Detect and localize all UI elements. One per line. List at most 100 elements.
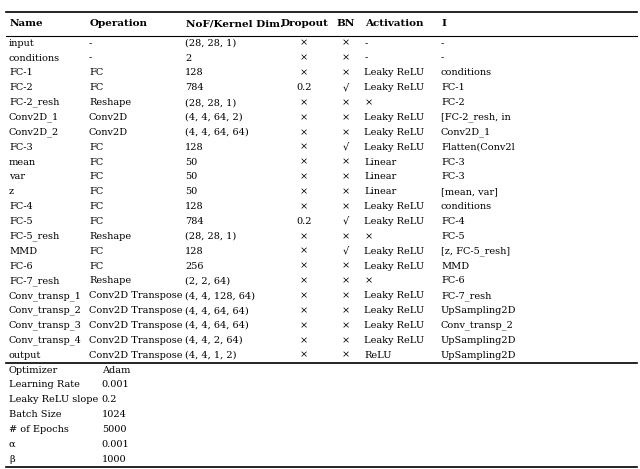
- Text: Activation: Activation: [365, 19, 423, 28]
- Text: 784: 784: [185, 217, 204, 226]
- Text: MMD: MMD: [9, 247, 37, 256]
- Text: ×: ×: [300, 38, 308, 48]
- Text: ×: ×: [342, 351, 349, 360]
- Text: Conv2D_1: Conv2D_1: [9, 113, 60, 122]
- Text: 0.2: 0.2: [102, 395, 117, 404]
- Text: Learning Rate: Learning Rate: [9, 380, 80, 389]
- Text: ×: ×: [300, 202, 308, 211]
- Text: ×: ×: [364, 232, 372, 241]
- Text: (4, 4, 1, 2): (4, 4, 1, 2): [185, 351, 236, 360]
- Text: ×: ×: [300, 276, 308, 286]
- Text: [mean, var]: [mean, var]: [441, 187, 498, 196]
- Text: ×: ×: [300, 187, 308, 196]
- Text: ×: ×: [300, 128, 308, 137]
- Text: ×: ×: [342, 128, 349, 137]
- Text: ×: ×: [300, 232, 308, 241]
- Text: ×: ×: [342, 262, 349, 271]
- Text: 1024: 1024: [102, 410, 127, 419]
- Text: FC: FC: [89, 173, 103, 182]
- Text: 50: 50: [185, 187, 197, 196]
- Text: √: √: [342, 217, 349, 226]
- Text: α: α: [9, 440, 15, 449]
- Text: -: -: [364, 38, 367, 48]
- Text: ×: ×: [300, 336, 308, 345]
- Text: 50: 50: [185, 158, 197, 166]
- Text: 128: 128: [185, 68, 204, 77]
- Text: Conv2D_1: Conv2D_1: [441, 128, 492, 137]
- Text: Linear: Linear: [364, 187, 396, 196]
- Text: FC: FC: [89, 68, 103, 77]
- Text: ×: ×: [300, 291, 308, 300]
- Text: ×: ×: [342, 53, 349, 62]
- Text: -: -: [441, 38, 444, 48]
- Text: ×: ×: [300, 173, 308, 182]
- Text: Reshape: Reshape: [89, 232, 131, 241]
- Text: FC-2: FC-2: [9, 83, 33, 92]
- Text: ×: ×: [300, 113, 308, 122]
- Text: (4, 4, 64, 64): (4, 4, 64, 64): [185, 128, 249, 137]
- Text: [z, FC-5_resh]: [z, FC-5_resh]: [441, 246, 510, 256]
- Text: I: I: [442, 19, 447, 28]
- Text: 0.2: 0.2: [296, 83, 312, 92]
- Text: FC: FC: [89, 247, 103, 256]
- Text: √: √: [342, 143, 349, 151]
- Text: input: input: [9, 38, 35, 48]
- Text: Adam: Adam: [102, 365, 130, 375]
- Text: Leaky ReLU: Leaky ReLU: [364, 306, 424, 315]
- Text: FC-1: FC-1: [9, 68, 33, 77]
- Text: ×: ×: [364, 276, 372, 286]
- Text: Operation: Operation: [90, 19, 148, 28]
- Text: Leaky ReLU: Leaky ReLU: [364, 336, 424, 345]
- Text: ×: ×: [342, 158, 349, 166]
- Text: output: output: [9, 351, 42, 360]
- Text: FC-4: FC-4: [441, 217, 465, 226]
- Text: ×: ×: [342, 321, 349, 330]
- Text: ×: ×: [300, 247, 308, 256]
- Text: 0.2: 0.2: [296, 217, 312, 226]
- Text: Leaky ReLU: Leaky ReLU: [364, 202, 424, 211]
- Text: Leaky ReLU: Leaky ReLU: [364, 83, 424, 92]
- Text: ×: ×: [342, 232, 349, 241]
- Text: BN: BN: [337, 19, 355, 28]
- Text: ×: ×: [342, 113, 349, 122]
- Text: Conv2D_2: Conv2D_2: [9, 128, 60, 137]
- Text: FC: FC: [89, 158, 103, 166]
- Text: ×: ×: [300, 143, 308, 151]
- Text: (4, 4, 2, 64): (4, 4, 2, 64): [185, 336, 243, 345]
- Text: 0.001: 0.001: [102, 440, 129, 449]
- Text: Name: Name: [10, 19, 44, 28]
- Text: (28, 28, 1): (28, 28, 1): [185, 232, 236, 241]
- Text: FC: FC: [89, 143, 103, 151]
- Text: Conv2D Transpose: Conv2D Transpose: [89, 291, 182, 300]
- Text: 256: 256: [185, 262, 204, 271]
- Text: Leaky ReLU: Leaky ReLU: [364, 68, 424, 77]
- Text: NoF/Kernel Dim.: NoF/Kernel Dim.: [186, 19, 284, 28]
- Text: # of Epochs: # of Epochs: [9, 425, 69, 434]
- Text: FC-1: FC-1: [441, 83, 465, 92]
- Text: FC-7_resh: FC-7_resh: [441, 291, 492, 301]
- Text: Reshape: Reshape: [89, 98, 131, 107]
- Text: Reshape: Reshape: [89, 276, 131, 286]
- Text: conditions: conditions: [441, 68, 492, 77]
- Text: Leaky ReLU: Leaky ReLU: [364, 291, 424, 300]
- Text: Linear: Linear: [364, 173, 396, 182]
- Text: Flatten(Conv2l: Flatten(Conv2l: [441, 143, 515, 151]
- Text: MMD: MMD: [441, 262, 469, 271]
- Text: (28, 28, 1): (28, 28, 1): [185, 38, 236, 48]
- Text: 0.001: 0.001: [102, 380, 129, 389]
- Text: ×: ×: [342, 202, 349, 211]
- Text: ×: ×: [342, 173, 349, 182]
- Text: (4, 4, 128, 64): (4, 4, 128, 64): [185, 291, 255, 300]
- Text: FC-3: FC-3: [441, 158, 465, 166]
- Text: 784: 784: [185, 83, 204, 92]
- Text: ReLU: ReLU: [364, 351, 392, 360]
- Text: √: √: [342, 247, 349, 256]
- Text: conditions: conditions: [9, 53, 60, 62]
- Text: mean: mean: [9, 158, 36, 166]
- Text: ×: ×: [342, 291, 349, 300]
- Text: FC-6: FC-6: [441, 276, 465, 286]
- Text: -: -: [364, 53, 367, 62]
- Text: 128: 128: [185, 202, 204, 211]
- Text: FC: FC: [89, 187, 103, 196]
- Text: (4, 4, 64, 64): (4, 4, 64, 64): [185, 321, 249, 330]
